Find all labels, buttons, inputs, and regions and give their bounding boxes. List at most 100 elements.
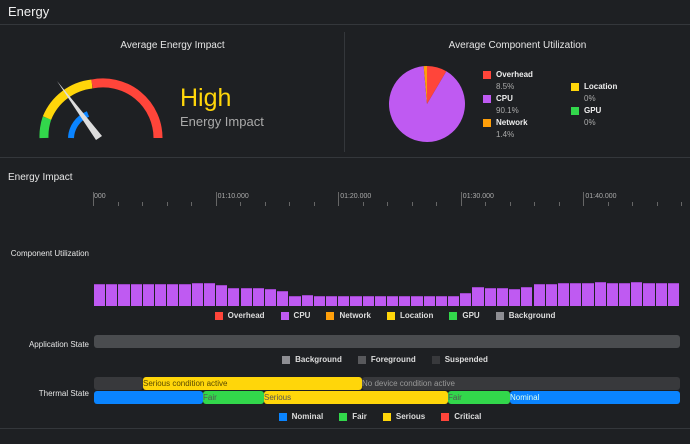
minor-tick (264, 202, 266, 206)
minor-tick (117, 202, 119, 206)
minor-tick (632, 202, 634, 206)
cpu-bar (435, 296, 448, 306)
cpu-bar (557, 283, 570, 306)
minor-tick (509, 202, 511, 206)
gauge-yellow-arc (42, 79, 93, 120)
minor-tick (436, 202, 438, 206)
legend-item-nominal: Nominal (278, 412, 324, 421)
cpu-bar (338, 296, 350, 306)
legend-label: Foreground (370, 355, 416, 364)
cpu-bar (594, 282, 606, 306)
energy-gauge (39, 78, 163, 140)
legend-label: Overhead (496, 70, 533, 79)
minor-tick (362, 202, 364, 206)
component-utilization-label: Component Utilization (10, 249, 89, 258)
legend-item-overhead: Overhead 8.5% (483, 70, 533, 91)
gauge-blue-arc (68, 111, 90, 139)
cpu-bar (325, 296, 338, 306)
cpu-bar (509, 289, 521, 306)
cpu-bar (313, 296, 325, 306)
legend-label: Network (339, 311, 371, 320)
minor-tick (142, 202, 144, 206)
cpu-bar (472, 287, 484, 306)
time-label: 01:40.000 (585, 193, 617, 200)
legend-item-background: Background (495, 311, 556, 320)
cpu-bar (203, 283, 216, 306)
legend-item-location: Location (387, 311, 433, 320)
legend-item-gpu: GPU 0% (571, 106, 601, 127)
pie-slice-overhead (427, 66, 447, 104)
pie-slice-cpu (389, 66, 465, 142)
cpu-bar (118, 284, 130, 306)
legend-label: Location (584, 82, 618, 91)
cpu-bar (301, 295, 313, 306)
legend-value: 1.4% (496, 130, 515, 139)
thermal-state-segment: Serious (264, 391, 448, 404)
cpu-bar (252, 287, 264, 306)
thermal-condition-segment: No device condition active (362, 377, 680, 390)
thermal-state-segment: Nominal (510, 391, 680, 404)
cpu-bar (289, 296, 301, 306)
legend-item-serious: Serious (382, 412, 425, 421)
legend-label: Fair (352, 412, 367, 421)
avg-energy-title: Average Energy Impact (120, 40, 225, 51)
legend-label: GPU (584, 106, 602, 115)
legend-item-critical: Critical (441, 412, 481, 421)
cpu-bar (387, 296, 399, 306)
minor-tick (485, 202, 487, 206)
application-state-bar (94, 335, 680, 348)
cpu-bar (643, 283, 655, 306)
legend-item-background: Background (282, 355, 342, 364)
cpu-bar (570, 283, 582, 306)
application-state-label: Application State (28, 340, 89, 349)
cpu-bar (545, 284, 557, 306)
legend-swatch (280, 311, 289, 320)
thermal-state-label: Thermal State (38, 389, 89, 398)
timeline-axis: 00001:10.00001:20.00001:30.00001:40.0000… (93, 192, 690, 212)
legend-item-suspended: Suspended (431, 355, 488, 364)
cpu-bar (484, 287, 496, 306)
cpu-bar (667, 283, 679, 306)
legend-label: Nominal (291, 412, 324, 421)
cpu-bar (191, 283, 203, 306)
cpu-bar (94, 284, 106, 306)
legend-swatch (339, 412, 348, 421)
legend-item-fair: Fair (339, 412, 367, 421)
minor-tick (534, 202, 536, 206)
legend-label: GPU (462, 311, 480, 320)
legend-label: CPU (496, 94, 513, 103)
cpu-bar (582, 283, 594, 306)
energy-level: High (180, 84, 232, 112)
legend-value: 90.1% (496, 106, 519, 115)
time-label: 000 (94, 193, 106, 200)
legend-label: Suspended (444, 355, 488, 364)
cpu-bar (411, 296, 423, 306)
minor-tick (387, 202, 389, 206)
legend-label: Background (508, 311, 556, 320)
legend-swatch (382, 412, 391, 421)
section-title: Energy (8, 4, 50, 19)
legend-swatch (483, 94, 491, 103)
cpu-bar (155, 284, 167, 306)
thermal-state-segment (94, 391, 203, 404)
legend-swatch (357, 355, 366, 364)
minor-tick (191, 202, 193, 206)
cpu-bar (631, 282, 643, 306)
minor-tick (411, 202, 413, 206)
cpu-bar (350, 296, 362, 306)
minor-tick (166, 202, 168, 206)
cpu-bar (374, 296, 386, 306)
legend-swatch (571, 106, 579, 115)
legend-value: 0% (584, 94, 596, 103)
legend-swatch (495, 311, 504, 320)
cpu-bar (106, 284, 118, 306)
legend-item-cpu: CPU (280, 311, 310, 320)
legend-item-cpu: CPU 90.1% (483, 94, 519, 115)
legend-item-location: Location 0% (571, 82, 617, 103)
cpu-bar (448, 296, 460, 306)
thermal-condition-segment (94, 377, 143, 390)
cpu-bar (399, 296, 411, 306)
time-label: 01:30.000 (462, 193, 494, 200)
energy-impact-title: Energy Impact (8, 172, 73, 183)
legend-label: Critical (454, 412, 482, 421)
